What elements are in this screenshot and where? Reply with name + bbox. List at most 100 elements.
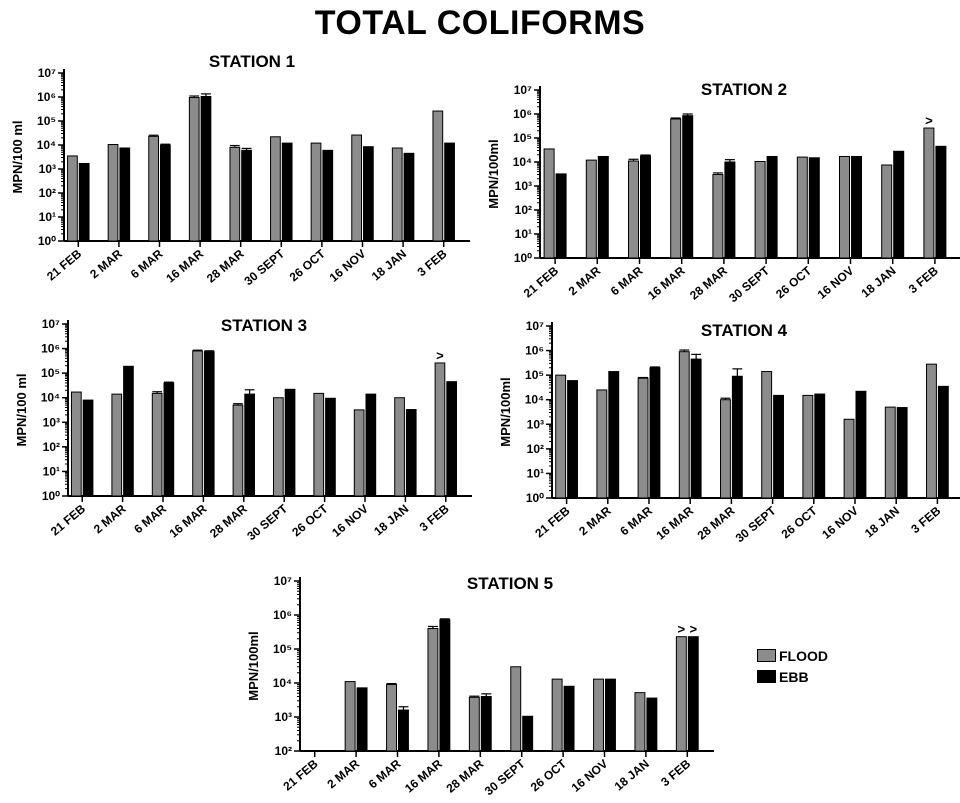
ebb-bar <box>200 95 212 242</box>
flood-bar <box>434 362 446 497</box>
y-tick-label: 10⁰ <box>514 251 532 265</box>
y-tick-label: 10⁷ <box>526 319 544 333</box>
x-tick-label: 6 MAR <box>131 501 169 536</box>
y-tick-label: 10⁴ <box>525 393 544 407</box>
flood-bar <box>67 155 78 242</box>
ebb-bar <box>563 685 575 752</box>
ebb-swatch <box>757 670 776 683</box>
x-tick-label: 28 MAR <box>444 756 487 795</box>
x-tick-label: 2 MAR <box>576 503 614 538</box>
ebb-bar <box>766 155 778 259</box>
ebb-bar <box>690 358 702 499</box>
flood-bar <box>796 156 808 259</box>
ebb-bar <box>241 149 252 242</box>
ebb-bar <box>78 162 90 242</box>
chart-title: STATION 3 <box>221 316 307 335</box>
ebb-bar <box>608 371 620 499</box>
y-tick-label: 10⁵ <box>525 368 544 382</box>
ebb-bar <box>325 397 336 497</box>
flood-bar <box>802 394 814 499</box>
ebb-bar <box>244 393 255 497</box>
x-tick-label: 18 JAN <box>371 502 411 539</box>
y-tick-label: 10³ <box>275 710 292 724</box>
ebb-bar <box>724 161 736 259</box>
x-tick-label: 26 OCT <box>528 756 570 794</box>
chart-title: STATION 2 <box>701 80 787 99</box>
ebb-bar <box>123 365 134 497</box>
flood-bar <box>593 678 604 752</box>
ebb-bar <box>119 147 131 242</box>
flood-bar <box>273 397 284 497</box>
x-tick-label: 16 NOV <box>327 247 369 285</box>
x-tick-label: 26 OCT <box>779 503 821 541</box>
y-axis-label: MPN/100ml <box>246 631 261 700</box>
y-tick-label: 10⁷ <box>38 66 56 80</box>
y-tick-label: 10³ <box>527 417 544 431</box>
flood-bar <box>229 146 241 242</box>
flood-bar <box>839 155 850 259</box>
ebb-bar <box>203 351 215 497</box>
flood-bar <box>585 159 597 259</box>
flood-bar <box>111 393 123 497</box>
ebb-bar <box>405 409 417 497</box>
y-tick-label: 10⁶ <box>513 107 532 121</box>
legend-item-flood: FLOOD <box>757 645 828 666</box>
chart-title: STATION 5 <box>467 574 553 593</box>
ebb-bar <box>444 142 455 242</box>
x-tick-label: 2 MAR <box>324 756 362 791</box>
ebb-bar <box>163 382 175 497</box>
x-tick-label: 28 MAR <box>204 246 247 285</box>
annotation-label: > <box>689 622 697 637</box>
x-tick-label: 2 MAR <box>91 501 129 536</box>
flood-bar <box>232 404 244 497</box>
ebb-bar <box>522 715 534 752</box>
x-tick-label: 28 MAR <box>687 263 730 302</box>
flood-bar <box>551 678 563 752</box>
flood-bar <box>628 160 639 259</box>
ebb-bar <box>808 157 820 259</box>
y-tick-label: 10² <box>515 203 532 217</box>
flood-bar <box>881 164 893 259</box>
flood-bar <box>675 636 687 752</box>
x-tick-label: 3 FEB <box>417 501 452 534</box>
x-tick-label: 16 NOV <box>819 504 861 542</box>
ebb-bar <box>281 142 293 242</box>
flood-bar <box>148 135 159 242</box>
y-axis-label: MPN/100ml <box>498 377 513 446</box>
ebb-bar <box>605 678 616 752</box>
y-tick-label: 10⁶ <box>37 90 56 104</box>
y-tick-label: 10² <box>275 744 292 758</box>
flood-bar <box>192 350 203 497</box>
x-tick-label: 28 MAR <box>695 503 738 542</box>
ebb-bar <box>893 150 905 259</box>
flood-bar <box>634 692 646 752</box>
x-tick-label: 21 FEB <box>280 756 320 793</box>
flood-swatch <box>757 649 776 662</box>
y-tick-label: 10⁷ <box>274 574 292 588</box>
ebb-bar <box>160 144 171 242</box>
station-3-chart: STATION 3 MPN/100 ml 10⁰ 10¹ 10² 10³ 10⁴ 10⁵ 10⁶… <box>14 316 472 543</box>
legend-item-ebb: EBB <box>757 666 828 687</box>
flood-bar <box>923 127 935 259</box>
x-tick-label: 6 MAR <box>366 756 404 791</box>
y-axis-label: MPN/100 ml <box>14 374 29 447</box>
y-tick-label: 10³ <box>515 179 532 193</box>
legend-label-ebb: EBB <box>779 668 809 685</box>
y-tick-label: 10⁶ <box>41 342 60 356</box>
x-tick-label: 6 MAR <box>608 263 646 298</box>
ebb-bar <box>439 619 451 752</box>
x-tick-label: 3 FEB <box>906 263 941 296</box>
y-tick-label: 10⁴ <box>513 155 532 169</box>
flood-bar <box>386 684 397 752</box>
ebb-bar <box>555 173 567 259</box>
ebb-bar <box>935 145 947 259</box>
ebb-bar <box>403 152 415 242</box>
ebb-bar <box>480 696 492 752</box>
y-tick-label: 10⁵ <box>513 131 532 145</box>
x-tick-label: 26 OCT <box>287 246 329 284</box>
ebb-bar <box>851 155 862 259</box>
y-tick-label: 10⁴ <box>41 391 60 405</box>
flood-bar <box>270 136 281 242</box>
station-2-chart: STATION 2 MPN/100ml 10⁰ 10¹ 10² 10³ 10⁴ 10⁵ 10⁶ 1… <box>486 80 960 305</box>
y-tick-label: 10¹ <box>43 464 60 478</box>
